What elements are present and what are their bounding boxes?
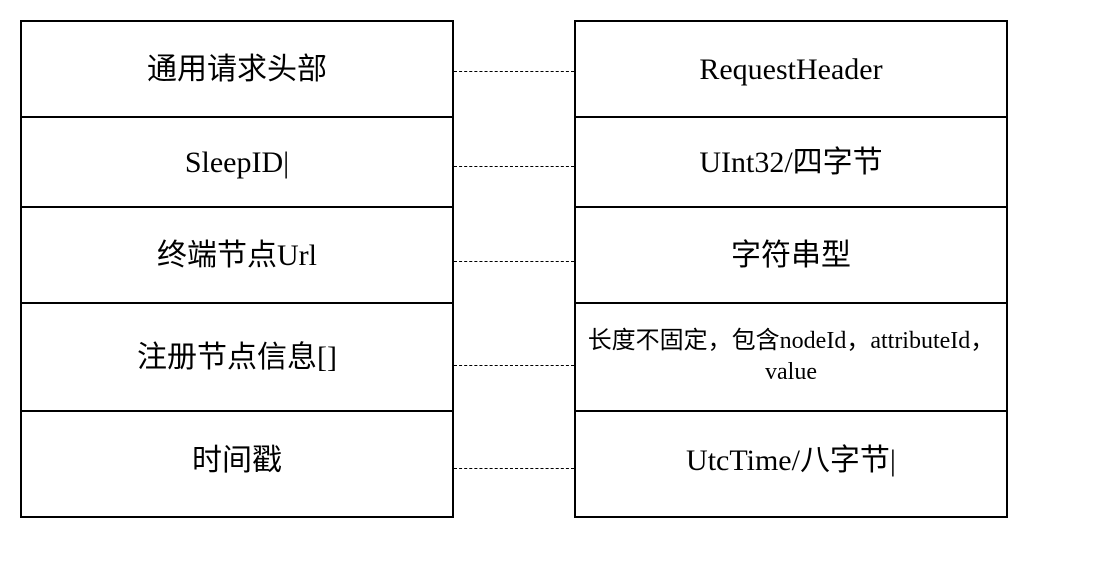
left-cell: SleepID| [22, 118, 452, 208]
connector-line [454, 365, 574, 366]
right-cell: RequestHeader [576, 22, 1006, 118]
connector-slot [454, 22, 574, 120]
left-column: 通用请求头部SleepID|终端节点Url注册节点信息[]时间戳 [20, 20, 454, 518]
connector-slot [454, 212, 574, 310]
left-cell: 时间戳 [22, 412, 452, 508]
connector-slot [454, 120, 574, 212]
connector-column [454, 20, 574, 518]
connector-line [454, 468, 574, 469]
right-cell: UtcTime/八字节| [576, 412, 1006, 508]
connector-line [454, 71, 574, 72]
left-cell: 通用请求头部 [22, 22, 452, 118]
connector-slot [454, 310, 574, 420]
mapping-diagram: 通用请求头部SleepID|终端节点Url注册节点信息[]时间戳 Request… [20, 20, 1078, 518]
left-cell: 注册节点信息[] [22, 304, 452, 412]
connector-line [454, 261, 574, 262]
connector-line [454, 166, 574, 167]
right-cell: 长度不固定，包含nodeId，attributeId，value [576, 304, 1006, 412]
right-cell: UInt32/四字节 [576, 118, 1006, 208]
left-cell: 终端节点Url [22, 208, 452, 304]
right-column: RequestHeaderUInt32/四字节字符串型长度不固定，包含nodeI… [574, 20, 1008, 518]
connector-slot [454, 420, 574, 516]
right-cell: 字符串型 [576, 208, 1006, 304]
